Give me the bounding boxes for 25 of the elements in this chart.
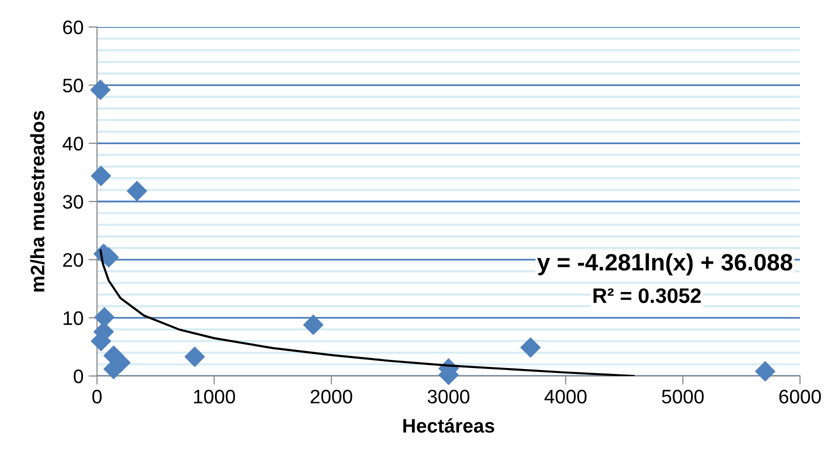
y-tick-label: 10 [64, 311, 84, 326]
y-tick-label: 40 [62, 136, 84, 151]
y-tick-label: 20 [63, 253, 84, 267]
x-tick-label: 1000 [194, 390, 236, 404]
y-tick-label: 50 [62, 78, 84, 92]
point [90, 80, 111, 100]
y-tick-label: 30 [62, 194, 84, 209]
x-tick-label: 6000 [779, 390, 821, 404]
point [754, 361, 776, 382]
point [126, 180, 148, 202]
x-tick-label: 5000 [662, 390, 704, 404]
point [90, 166, 112, 186]
x-tick-label: 3000 [428, 390, 470, 404]
y-tick-label: 0 [74, 369, 84, 384]
x-tick-label: 4000 [544, 390, 587, 404]
x-axis-title: Hectáreas [403, 418, 494, 433]
annotation: y = -4.281ln(x) + 36.088 [537, 253, 792, 276]
point [520, 337, 541, 358]
y-tick-label: 60 [63, 20, 84, 34]
y-axis-title: m2/ha muestreados [30, 110, 45, 292]
point [184, 346, 206, 368]
annotation: R² = 0.3052 [594, 288, 701, 304]
x-tick-label: 2000 [310, 390, 352, 404]
point [302, 314, 324, 336]
x-tick-label: 0 [92, 390, 102, 404]
